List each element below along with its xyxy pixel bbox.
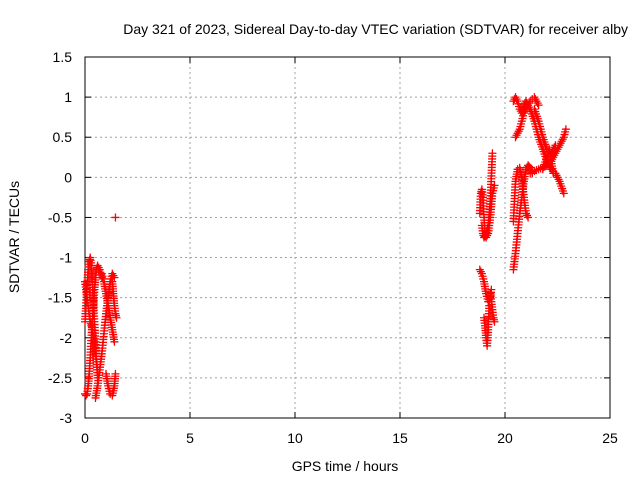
series-arc-i <box>477 149 497 242</box>
data-point <box>111 369 120 378</box>
x-tick-label: 15 <box>392 430 408 446</box>
series-arc-p <box>511 93 543 142</box>
x-axis-label: GPS time / hours <box>292 458 399 474</box>
data-point <box>549 169 558 178</box>
data-point <box>523 103 532 112</box>
axis-ticks <box>84 56 611 419</box>
grid-lines <box>85 57 610 418</box>
data-point <box>513 129 522 138</box>
y-tick-label: 0 <box>64 169 72 185</box>
x-tick-label: 20 <box>497 430 513 446</box>
data-point <box>487 285 496 294</box>
data-point <box>524 213 533 222</box>
series-arc-s <box>538 145 558 178</box>
data-point <box>559 189 568 198</box>
data-point <box>110 337 119 346</box>
data-point <box>109 271 118 280</box>
series-arc-r <box>530 105 560 158</box>
data-point <box>525 99 534 108</box>
data-point <box>108 269 117 278</box>
data-point <box>532 97 541 106</box>
data-point <box>525 162 534 171</box>
data-point <box>112 313 121 322</box>
data-points <box>81 93 570 402</box>
chart-title: Day 321 of 2023, Sidereal Day-to-day VTE… <box>123 21 628 37</box>
data-point <box>553 173 562 182</box>
x-tick-labels: 0 5 10 15 20 25 <box>81 430 618 446</box>
y-tick-label: 0.5 <box>53 129 73 145</box>
plot-border <box>84 56 611 419</box>
data-point <box>512 95 521 104</box>
data-point <box>524 101 533 110</box>
data-point <box>511 133 520 142</box>
data-point <box>519 109 528 118</box>
data-point <box>490 181 499 190</box>
series-arc-g <box>108 277 121 322</box>
data-point <box>512 131 521 140</box>
data-point <box>514 127 523 136</box>
y-tick-label: -2.5 <box>48 370 72 386</box>
data-point <box>82 391 91 400</box>
y-tick-labels: -3 -2.5 -2 -1.5 -1 -0.5 0 0.5 1 1.5 <box>48 49 72 426</box>
data-point <box>558 135 567 144</box>
data-point <box>490 317 499 326</box>
data-point <box>476 267 485 276</box>
y-tick-label: -1.5 <box>48 290 72 306</box>
data-point <box>533 99 542 108</box>
y-tick-label: 1 <box>64 89 72 105</box>
series-arc-l <box>486 289 499 326</box>
series-arc-n <box>509 163 533 226</box>
data-point <box>534 101 543 110</box>
data-point <box>556 139 565 148</box>
x-tick-label: 0 <box>81 430 89 446</box>
data-point <box>475 265 484 274</box>
data-point <box>93 261 102 270</box>
x-tick-label: 10 <box>287 430 303 446</box>
data-point <box>550 143 559 152</box>
series-isolated <box>111 213 120 222</box>
data-point <box>520 107 529 116</box>
y-tick-label: -1 <box>60 250 73 266</box>
data-point <box>554 175 563 184</box>
series-arc-f <box>102 369 120 400</box>
data-point <box>557 137 566 146</box>
series-arc-k <box>480 301 494 350</box>
data-point <box>561 125 570 134</box>
data-point <box>481 232 490 241</box>
x-tick-label: 5 <box>186 430 194 446</box>
y-tick-label: -2 <box>60 330 73 346</box>
y-tick-label: -3 <box>60 410 73 426</box>
y-tick-label: -0.5 <box>48 209 72 225</box>
data-point <box>511 93 520 102</box>
data-point <box>111 213 120 222</box>
data-point <box>530 93 539 102</box>
data-point <box>110 273 119 282</box>
data-point <box>551 141 560 150</box>
data-point <box>488 149 497 158</box>
data-point <box>522 209 530 218</box>
data-point <box>531 95 540 104</box>
series-arc-e <box>97 269 119 346</box>
data-point <box>522 105 530 114</box>
y-axis-label: SDTVAR / TECUs <box>6 181 22 293</box>
series-arc-j <box>475 265 496 306</box>
y-tick-label: 1.5 <box>53 49 73 65</box>
data-point <box>523 211 532 220</box>
data-point <box>94 263 103 272</box>
x-tick-label: 25 <box>602 430 618 446</box>
